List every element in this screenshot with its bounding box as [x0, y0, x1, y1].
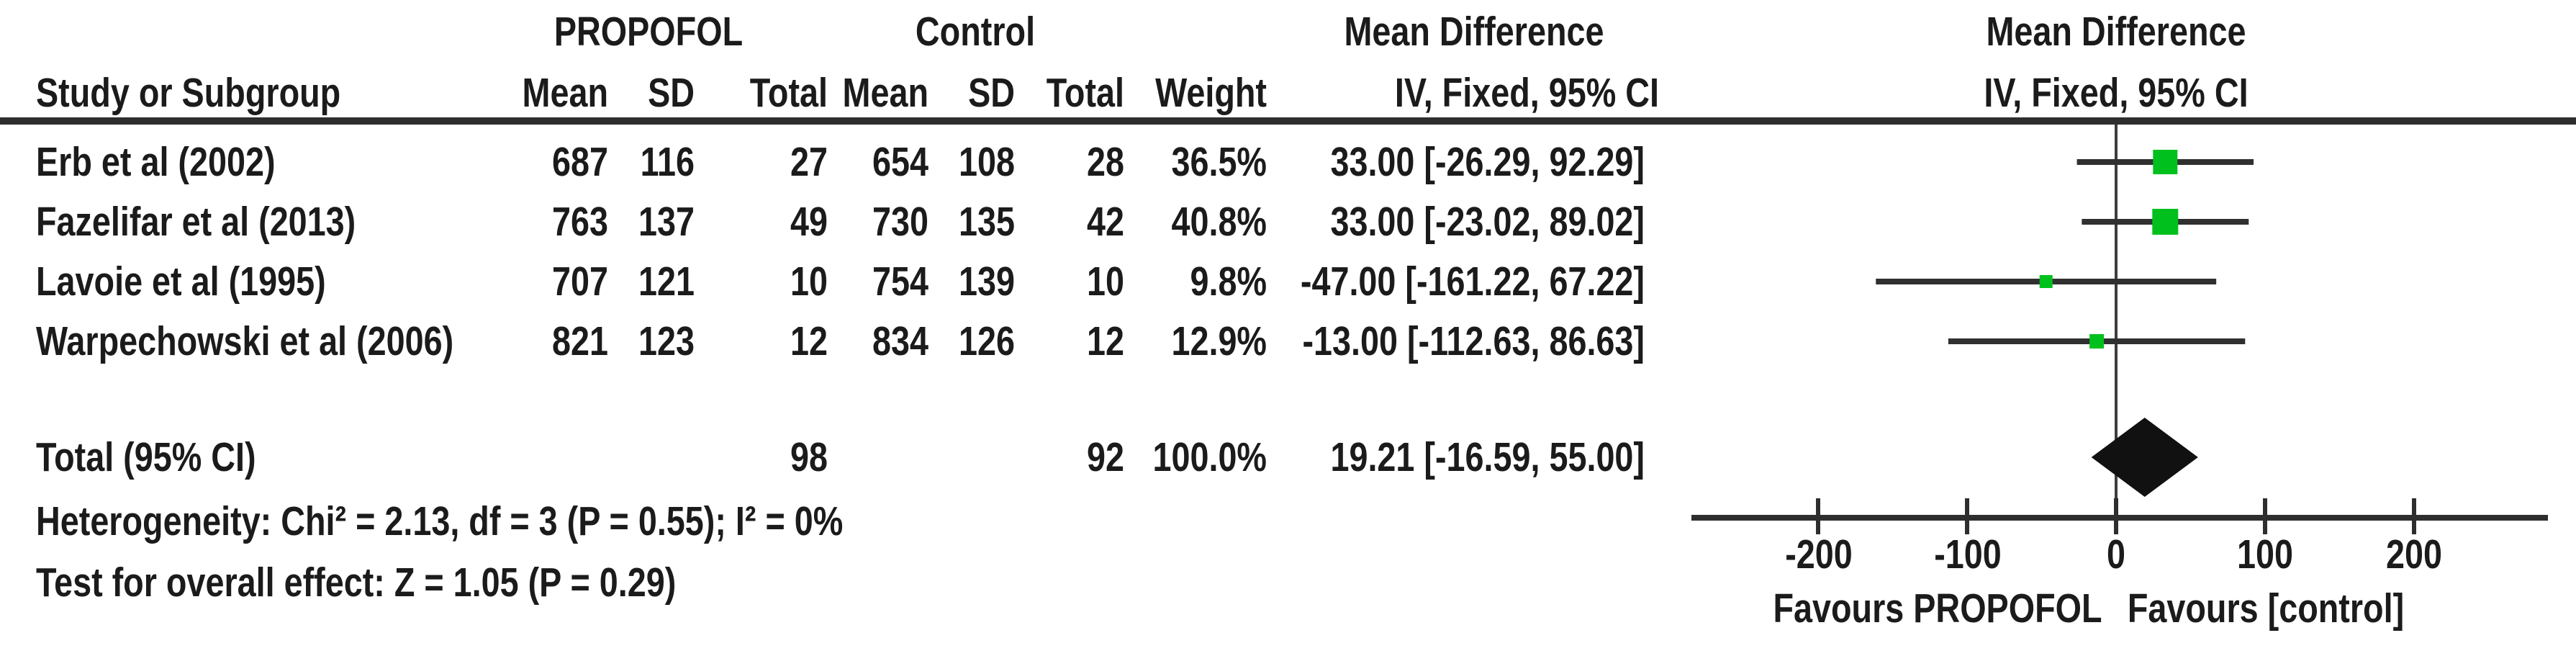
- axis-tick: [2412, 498, 2416, 534]
- col-sd1-header: SD: [648, 70, 695, 116]
- col-mean2-header: Mean: [842, 70, 928, 116]
- total1-cell: 10: [790, 259, 828, 305]
- sd2-cell: 108: [959, 139, 1015, 185]
- mean1-cell: 687: [552, 139, 608, 185]
- col-ci-header: IV, Fixed, 95% CI: [1394, 70, 1659, 116]
- sd1-cell: 116: [640, 139, 695, 185]
- axis-tick-label: 100: [2236, 531, 2293, 578]
- mean2-cell: 654: [872, 139, 928, 185]
- mean2-cell: 730: [872, 199, 928, 245]
- study-name: Fazelifar et al (2013): [36, 199, 356, 245]
- ci-cell: 33.00 [-26.29, 92.29]: [1330, 139, 1645, 185]
- heterogeneity-text: Heterogeneity: Chi² = 2.13, df = 3 (P = …: [36, 498, 844, 544]
- col-sd2-header: SD: [968, 70, 1015, 116]
- mean1-cell: 707: [552, 259, 608, 305]
- col-weight-header: Weight: [1155, 70, 1267, 116]
- mean2-cell: 834: [872, 318, 928, 364]
- weight-cell: 40.8%: [1171, 199, 1267, 245]
- axis-tick: [1816, 498, 1820, 534]
- sd1-cell: 123: [638, 318, 695, 364]
- plot-ci-header: IV, Fixed, 95% CI: [1984, 70, 2249, 116]
- effect-square: [2089, 334, 2105, 349]
- col-study-header: Study or Subgroup: [36, 70, 341, 116]
- col-mean1-header: Mean: [522, 70, 608, 116]
- col-total2-header: Total: [1046, 70, 1124, 116]
- favours-left-label: Favours PROPOFOL: [1773, 585, 2102, 632]
- study-name: Warpechowski et al (2006): [36, 318, 454, 364]
- overall-effect-text: Test for overall effect: Z = 1.05 (P = 0…: [36, 560, 677, 606]
- axis-tick-label: 200: [2385, 531, 2442, 578]
- ci-cell: -47.00 [-161.22, 67.22]: [1300, 259, 1645, 305]
- axis-tick: [1965, 498, 1969, 534]
- total-label: Total (95% CI): [36, 434, 256, 480]
- total2-cell: 10: [1087, 259, 1124, 305]
- axis-tick-label: 0: [2106, 531, 2125, 578]
- axis-line: [1691, 515, 2548, 521]
- total-diamond: [2091, 418, 2198, 497]
- study-name: Lavoie et al (1995): [36, 259, 326, 305]
- group2-header: Control: [915, 9, 1036, 55]
- sd2-cell: 126: [959, 318, 1015, 364]
- study-name: Erb et al (2002): [36, 139, 276, 185]
- effect-square: [2153, 150, 2178, 174]
- total2-sum-cell: 92: [1087, 434, 1124, 480]
- total2-cell: 42: [1087, 199, 1124, 245]
- effect-square: [2152, 209, 2179, 235]
- weight-cell: 12.9%: [1171, 318, 1267, 364]
- weight-cell: 36.5%: [1171, 139, 1267, 185]
- effect-measure-header: Mean Difference: [1344, 9, 1604, 55]
- total1-cell: 12: [790, 318, 828, 364]
- sd2-cell: 135: [959, 199, 1015, 245]
- axis-tick: [2263, 498, 2267, 534]
- mean1-cell: 763: [552, 199, 608, 245]
- mean1-cell: 821: [552, 318, 608, 364]
- ci-cell: 33.00 [-23.02, 89.02]: [1330, 199, 1645, 245]
- weight-cell: 9.8%: [1190, 259, 1267, 305]
- sd1-cell: 137: [638, 199, 695, 245]
- ci-cell: -13.00 [-112.63, 86.63]: [1302, 318, 1645, 364]
- sd1-cell: 121: [638, 259, 695, 305]
- zero-line: [2115, 125, 2118, 515]
- mean2-cell: 754: [872, 259, 928, 305]
- total2-cell: 12: [1087, 318, 1124, 364]
- effect-square: [2039, 275, 2053, 288]
- group1-header: PROPOFOL: [553, 9, 744, 55]
- total1-sum-cell: 98: [790, 434, 828, 480]
- total-ci-cell: 19.21 [-16.59, 55.00]: [1330, 434, 1645, 480]
- total1-cell: 49: [790, 199, 828, 245]
- col-total1-header: Total: [749, 70, 828, 116]
- total1-cell: 27: [790, 139, 828, 185]
- header-rule: [0, 117, 2576, 125]
- total-weight-cell: 100.0%: [1152, 434, 1267, 480]
- axis-tick-label: -100: [1934, 531, 2002, 578]
- sd2-cell: 139: [959, 259, 1015, 305]
- axis-tick-label: -200: [1785, 531, 1853, 578]
- total2-cell: 28: [1087, 139, 1124, 185]
- favours-right-label: Favours [control]: [2127, 585, 2405, 632]
- axis-tick: [2114, 498, 2118, 534]
- plot-effect-header: Mean Difference: [1986, 9, 2246, 55]
